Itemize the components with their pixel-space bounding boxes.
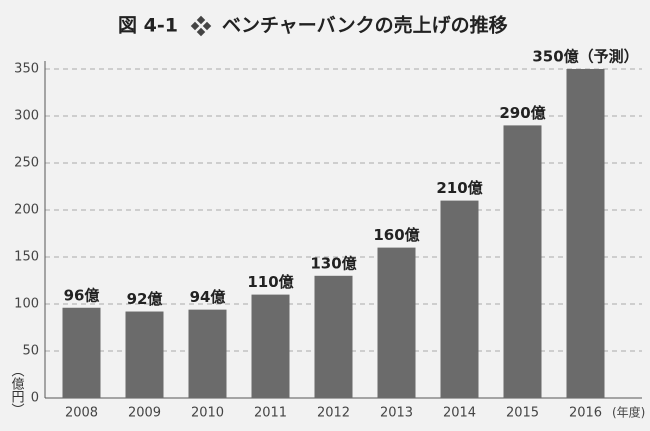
bar [188, 309, 227, 398]
y-tick-label: 300 [14, 109, 39, 124]
bar [503, 125, 542, 399]
x-tick-label: 2015 [506, 406, 539, 421]
x-tick-label: 2011 [254, 406, 287, 421]
bar [125, 311, 164, 398]
value-label: 92億 [127, 290, 163, 308]
y-tick-label: 200 [14, 203, 39, 218]
y-tick-label: 100 [14, 297, 39, 312]
x-tick-label: 2009 [128, 406, 161, 421]
x-tick-label: 2014 [443, 406, 476, 421]
bar [440, 200, 479, 398]
x-tick-label: 2016 [569, 406, 602, 421]
y-tick-label: 150 [14, 250, 39, 265]
y-axis-label: （億円） [9, 364, 25, 416]
value-label: 160億 [373, 226, 419, 244]
x-tick-label: 2008 [65, 406, 98, 421]
bar [314, 275, 353, 398]
x-tick-label: 2010 [191, 406, 224, 421]
chart-title-number: 図 4-1 [118, 15, 178, 37]
value-label: 94億 [190, 288, 226, 306]
value-label: 96億 [64, 286, 100, 304]
bar [377, 247, 416, 398]
bar [566, 69, 605, 398]
y-tick-label: 50 [22, 344, 39, 359]
y-tick-label: 250 [14, 156, 39, 171]
x-axis-label: (年度) [612, 405, 645, 420]
x-tick-label: 2013 [380, 406, 413, 421]
value-label: 110億 [247, 273, 293, 291]
bar [62, 307, 101, 398]
value-label: 130億 [310, 254, 356, 272]
x-tick-label: 2012 [317, 406, 350, 421]
value-label: 290億 [499, 104, 545, 122]
y-tick-label: 350 [14, 62, 39, 77]
bar [251, 294, 290, 398]
chart-title: ベンチャーバンクの売上げの推移 [222, 14, 508, 37]
value-label: 210億 [436, 179, 482, 197]
y-tick-label: 0 [31, 391, 39, 406]
value-label: 350億（予測） [532, 48, 638, 66]
